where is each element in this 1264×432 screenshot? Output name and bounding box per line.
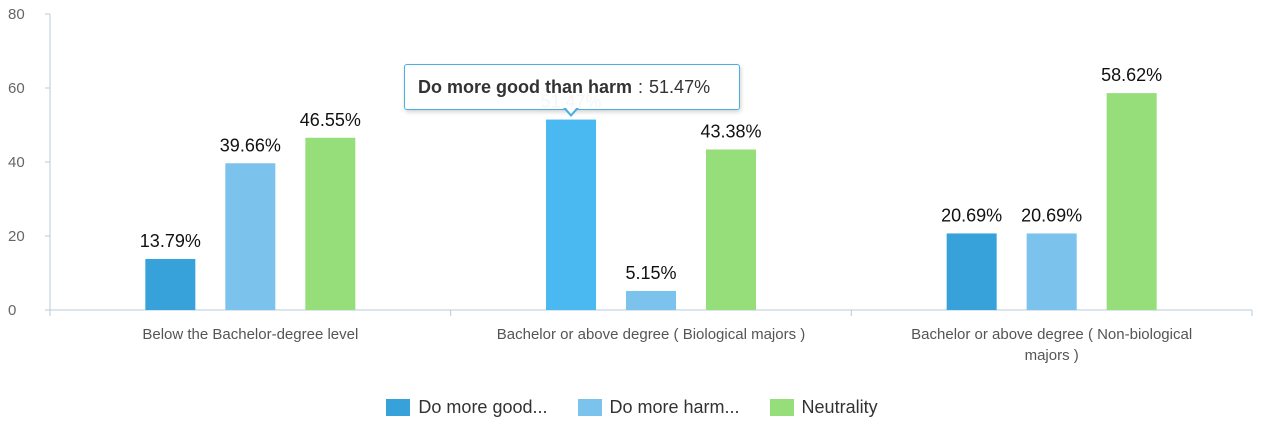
y-tick-label: 20: [8, 228, 25, 245]
legend-swatch-do-more-harm: [577, 398, 602, 416]
tooltip-pointer-fill: [565, 107, 577, 114]
data-label: 20.69%: [941, 205, 1002, 225]
data-label: 13.79%: [140, 231, 201, 251]
bar[interactable]: [145, 258, 196, 310]
legend: Do more good... Do more harm... Neutrali…: [0, 394, 1264, 420]
bar[interactable]: [225, 163, 276, 310]
x-category-label: Bachelor or above degree ( Biological ma…: [497, 326, 806, 343]
data-label: 5.15%: [625, 263, 676, 283]
bar[interactable]: [626, 290, 676, 310]
tooltip-series-name: Do more good than harm: [418, 76, 633, 97]
x-category-label: Below the Bachelor-degree level: [142, 326, 358, 343]
y-tick-label: 40: [8, 154, 25, 171]
legend-swatch-neutrality: [769, 398, 794, 416]
bar[interactable]: [946, 233, 997, 310]
data-label: 20.69%: [1021, 205, 1082, 225]
bar[interactable]: [305, 137, 356, 310]
legend-item-neutrality[interactable]: Neutrality: [769, 396, 878, 418]
y-tick-label: 80: [8, 6, 25, 23]
legend-item-do-more-good[interactable]: Do more good...: [386, 396, 548, 418]
legend-label-do-more-harm: Do more harm...: [609, 396, 740, 417]
bar[interactable]: [1106, 93, 1157, 310]
bar[interactable]: [546, 119, 596, 310]
data-label: 39.66%: [220, 135, 281, 155]
tooltip: Do more good than harm : 51.47%: [404, 64, 740, 110]
y-tick-label: 60: [8, 80, 25, 97]
x-category-label: Bachelor or above degree ( Non-biologica…: [911, 326, 1192, 343]
x-category-label: majors ): [1025, 347, 1079, 364]
data-label: 58.62%: [1101, 65, 1162, 85]
legend-label-do-more-good: Do more good...: [418, 396, 548, 417]
data-label: 43.38%: [700, 121, 761, 141]
y-tick-label: 0: [8, 302, 16, 319]
legend-item-do-more-harm[interactable]: Do more harm...: [577, 396, 740, 418]
bar[interactable]: [1026, 233, 1077, 310]
legend-label-neutrality: Neutrality: [801, 396, 878, 417]
bar[interactable]: [706, 149, 756, 310]
tooltip-separator: :: [638, 76, 644, 97]
tooltip-value: 51.47%: [649, 76, 711, 97]
bar-chart: 0 20 40 60 80 Below the Bachelor-degree level…: [8, 6, 1253, 364]
data-label: 46.55%: [300, 110, 361, 130]
legend-swatch-do-more-good: [386, 398, 411, 416]
